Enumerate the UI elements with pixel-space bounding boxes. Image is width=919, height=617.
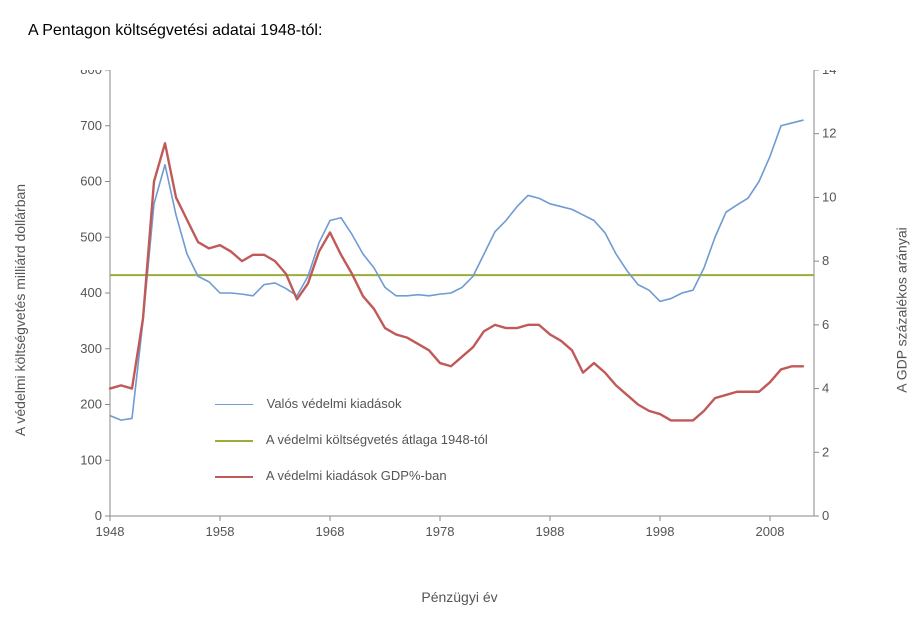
svg-text:1998: 1998 [646, 524, 675, 539]
svg-text:14: 14 [822, 70, 836, 77]
y-left-axis-title: A védelmi költségvetés milliárd dollárba… [12, 184, 28, 436]
y-right-axis-title: A GDP százalékos arányai [893, 227, 909, 393]
svg-text:700: 700 [80, 118, 102, 133]
legend-item-average: A védelmi költségvetés átlaga 1948-tól [215, 432, 488, 447]
svg-text:1968: 1968 [316, 524, 345, 539]
chart-container: A Pentagon költségvetési adatai 1948-tól… [0, 0, 919, 617]
svg-text:0: 0 [822, 508, 829, 523]
svg-text:2: 2 [822, 444, 829, 459]
svg-text:10: 10 [822, 189, 836, 204]
svg-text:1958: 1958 [206, 524, 235, 539]
svg-text:12: 12 [822, 126, 836, 141]
legend-label: A védelmi kiadások GDP%-ban [266, 468, 447, 483]
svg-text:500: 500 [80, 229, 102, 244]
svg-text:0: 0 [95, 508, 102, 523]
svg-text:4: 4 [822, 381, 829, 396]
chart-title: A Pentagon költségvetési adatai 1948-tól… [28, 22, 322, 40]
svg-text:8: 8 [822, 253, 829, 268]
legend-swatch [215, 404, 253, 405]
legend-label: Valós védelmi kiadások [267, 396, 402, 411]
svg-text:6: 6 [822, 317, 829, 332]
svg-text:100: 100 [80, 452, 102, 467]
chart-svg: 0 100 200 300 400 500 600 700 800 0 2 4 6 8 10 12 14 1948… [80, 70, 844, 546]
legend-item-real-spending: Valós védelmi kiadások [215, 396, 402, 411]
svg-text:1948: 1948 [96, 524, 125, 539]
legend-item-gdp-percent: A védelmi kiadások GDP%-ban [215, 468, 447, 483]
chart-plot: 0 100 200 300 400 500 600 700 800 0 2 4 6 8 10 12 14 1948… [80, 70, 844, 546]
legend-swatch [215, 440, 253, 442]
svg-text:1988: 1988 [536, 524, 565, 539]
svg-text:600: 600 [80, 174, 102, 189]
legend-swatch [215, 476, 253, 478]
svg-text:200: 200 [80, 397, 102, 412]
legend-label: A védelmi költségvetés átlaga 1948-tól [266, 432, 488, 447]
svg-text:300: 300 [80, 341, 102, 356]
svg-text:2008: 2008 [756, 524, 785, 539]
svg-text:800: 800 [80, 70, 102, 77]
x-axis-title: Pénzügyi év [421, 589, 497, 605]
svg-text:1978: 1978 [426, 524, 455, 539]
svg-text:400: 400 [80, 285, 102, 300]
